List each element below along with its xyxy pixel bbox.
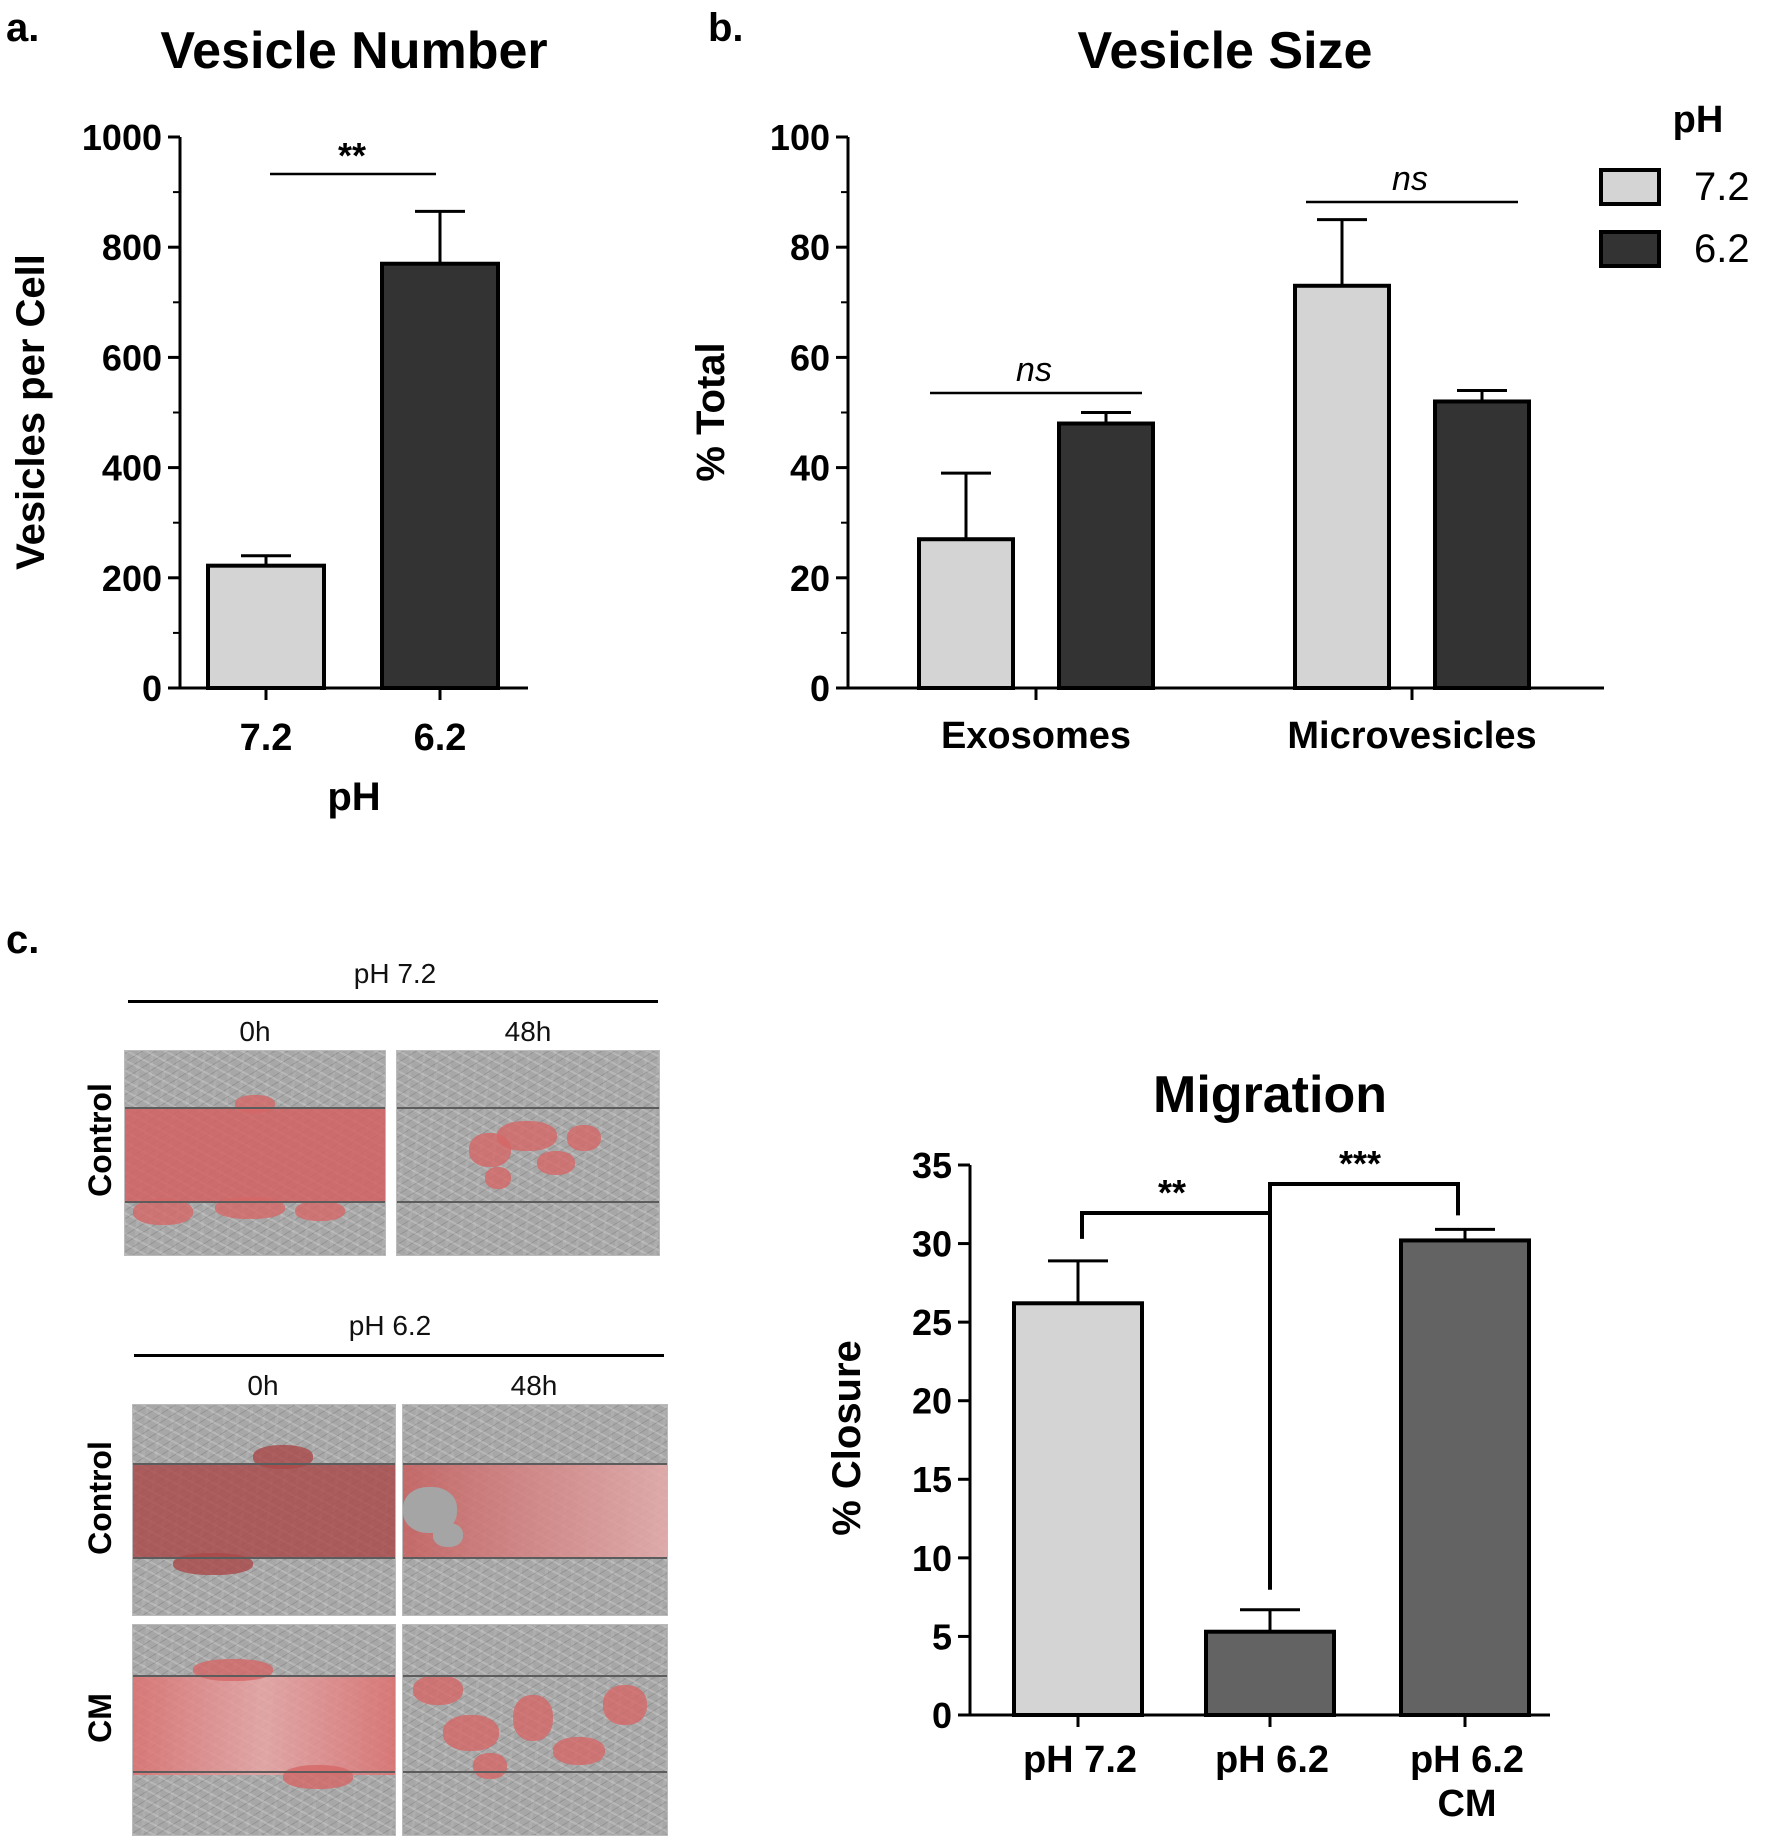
c-y-tick-label: 10 <box>912 1538 952 1579</box>
row-label-control-ph62: Control <box>82 1441 118 1555</box>
legend-label: 7.2 <box>1694 165 1750 209</box>
panel-letter-c: c. <box>6 918 40 962</box>
legend-label: 6.2 <box>1694 227 1750 271</box>
a-y-tick-label: 200 <box>102 558 162 599</box>
c-y-tick-label: 25 <box>912 1302 952 1343</box>
a-bar <box>206 563 326 690</box>
b-significance-label: ns <box>1016 351 1052 389</box>
c-y-tick-label: 30 <box>912 1224 952 1265</box>
b-x-tick-label: Microvesicles <box>1287 715 1536 757</box>
micrograph-ph72-control-0h <box>124 1050 386 1256</box>
vesicle-number-chart: Vesicle Number 0 200 400 600 800 1000 7.2 6.2 pH V… <box>9 22 548 819</box>
a-x-tick-label: 6.2 <box>414 717 467 759</box>
b-bar <box>917 537 1015 690</box>
col-label-48h: 48h <box>504 1016 552 1047</box>
micrograph-ph62-control-48h <box>402 1404 668 1616</box>
b-significance-label: ns <box>1392 160 1428 198</box>
b-y-tick-label: 60 <box>790 337 830 378</box>
b-x-tick-label: Exosomes <box>941 715 1131 757</box>
c-y-tick-label: 35 <box>912 1145 952 1186</box>
b-bar <box>1293 283 1391 690</box>
group-rule-ph62 <box>134 1354 664 1357</box>
b-y-tick-label: 20 <box>790 558 830 599</box>
a-y-tick-label: 800 <box>102 227 162 268</box>
c-x-tick-label: pH 6.2 <box>1410 1739 1524 1781</box>
group-title-ph62: pH 6.2 <box>348 1310 432 1341</box>
chart-title: Migration <box>1153 1066 1387 1124</box>
legend-swatch <box>1599 168 1661 206</box>
a-y-tick-label: 400 <box>102 448 162 489</box>
legend-swatch <box>1599 230 1661 268</box>
b-y-axis-label: % Total <box>690 342 733 481</box>
group-title-ph72: pH 7.2 <box>353 958 437 989</box>
col-label-48h-ph62: 48h <box>510 1370 558 1401</box>
migration-chart: Migration 0 5 10 15 20 25 30 35 pH 7.2 pH 6.2 pH 6.… <box>825 1066 1550 1825</box>
micrograph-ph62-control-0h <box>132 1404 396 1616</box>
c-bar <box>1204 1629 1336 1718</box>
a-significance-label: ** <box>338 135 366 176</box>
c-bar <box>1012 1301 1144 1717</box>
vesicle-size-chart: Vesicle Size 0 20 40 60 80 100 Exosomes ns Microv… <box>690 22 1750 757</box>
c-significance-bracket <box>1080 1211 1272 1590</box>
a-y-tick-label: 0 <box>142 668 162 709</box>
col-label-0h-ph62: 0h <box>247 1370 279 1401</box>
c-x-tick-label: CM <box>1437 1783 1496 1825</box>
group-rule-ph72 <box>128 1000 658 1003</box>
c-y-tick-label: 15 <box>912 1459 952 1500</box>
c-significance-bracket <box>1268 1182 1460 1216</box>
row-label-cm: CM <box>82 1693 118 1743</box>
b-y-tick-label: 40 <box>790 448 830 489</box>
b-y-tick-label: 100 <box>770 117 830 158</box>
c-y-tick-label: 20 <box>912 1381 952 1422</box>
a-y-tick-label: 600 <box>102 337 162 378</box>
a-y-tick-label: 1000 <box>82 117 162 158</box>
row-label-control: Control <box>82 1083 118 1197</box>
b-y-tick-label: 80 <box>790 227 830 268</box>
a-y-axis-label: Vesicles per Cell <box>9 254 53 570</box>
c-significance-label: ** <box>1158 1172 1186 1213</box>
micrograph-ph72-control-48h <box>396 1050 660 1256</box>
c-y-tick-label: 0 <box>932 1695 952 1736</box>
b-bar <box>1057 421 1155 690</box>
a-bar <box>380 261 500 690</box>
c-x-tick-label: pH 7.2 <box>1023 1739 1137 1781</box>
chart-title: Vesicle Number <box>160 22 547 80</box>
a-x-axis-label: pH <box>327 775 380 819</box>
c-y-tick-label: 5 <box>932 1616 952 1657</box>
panel-letter-a: a. <box>6 6 40 50</box>
col-label-0h: 0h <box>239 1016 271 1047</box>
b-y-tick-label: 0 <box>810 668 830 709</box>
panel-letter-b: b. <box>708 6 744 50</box>
chart-title: Vesicle Size <box>1078 22 1373 80</box>
micrograph-ph62-cm-48h <box>402 1624 668 1836</box>
a-x-tick-label: 7.2 <box>240 717 293 759</box>
c-y-axis-label: % Closure <box>825 1340 869 1536</box>
b-bar <box>1433 399 1531 690</box>
c-x-tick-label: pH 6.2 <box>1215 1739 1329 1781</box>
c-significance-label: *** <box>1339 1143 1381 1184</box>
c-bar <box>1399 1238 1531 1718</box>
micrograph-ph62-cm-0h <box>132 1624 396 1836</box>
legend-title: pH <box>1673 99 1724 141</box>
